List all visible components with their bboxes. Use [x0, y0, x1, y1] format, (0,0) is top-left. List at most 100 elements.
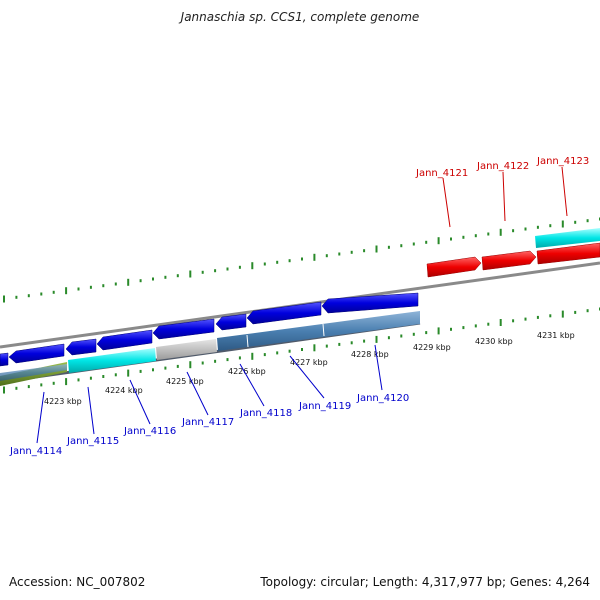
forward-gene-labels: Jann_4121 Jann_4122 Jann_4123 — [415, 156, 589, 228]
minor-tick — [363, 249, 366, 253]
minor-tick — [425, 331, 428, 335]
minor-tick — [301, 348, 303, 351]
minor-tick — [400, 244, 403, 248]
minor-tick — [89, 285, 92, 289]
feature-band-steel-1 — [0, 364, 67, 381]
minor-tick — [276, 260, 279, 264]
minor-tick — [152, 368, 154, 372]
minor-tick — [52, 381, 55, 385]
minor-tick — [474, 234, 477, 238]
leader-line — [289, 355, 325, 399]
major-tick — [499, 319, 502, 326]
gene-label-jann-4115[interactable]: Jann_4115 — [66, 436, 119, 447]
minor-tick — [462, 235, 465, 239]
minor-tick — [350, 250, 353, 254]
major-tick — [65, 287, 68, 295]
major-tick — [251, 352, 254, 360]
gene-arrow-jann-4122[interactable] — [481, 250, 537, 271]
gene-arrow-blue-7[interactable] — [246, 301, 322, 325]
minor-tick — [387, 245, 390, 249]
kbp-label: 4223 kbp — [44, 397, 82, 406]
minor-tick — [201, 270, 204, 274]
band-divider — [246, 334, 249, 348]
leader-line — [129, 379, 151, 425]
kbp-label: 4230 kbp — [475, 337, 513, 346]
minor-tick — [412, 332, 415, 336]
minor-tick — [301, 257, 303, 261]
gene-label-jann-4114[interactable]: Jann_4114 — [9, 446, 62, 457]
minor-tick — [425, 240, 428, 244]
leader-line — [239, 363, 265, 407]
minor-tick — [238, 265, 241, 269]
gene-label-jann-4119[interactable]: Jann_4119 — [298, 401, 351, 412]
minor-tick — [474, 324, 477, 328]
gene-arrow-blue-2[interactable] — [8, 343, 65, 364]
gene-arrow-blue-6[interactable] — [215, 313, 247, 331]
minor-tick — [536, 225, 539, 229]
major-tick — [127, 278, 130, 286]
minor-tick — [450, 237, 452, 241]
gene-label-jann-4116[interactable]: Jann_4116 — [123, 426, 176, 437]
minor-tick — [102, 375, 105, 378]
major-tick — [375, 335, 378, 343]
major-tick — [3, 295, 5, 303]
major-tick — [189, 361, 192, 369]
major-tick — [3, 386, 5, 394]
gene-arrow-blue-4[interactable] — [96, 329, 153, 351]
leader-line — [502, 171, 506, 222]
major-tick — [437, 237, 440, 245]
gene-arrow-blue-8[interactable] — [321, 292, 419, 314]
gene-label-jann-4121[interactable]: Jann_4121 — [415, 168, 468, 179]
minor-tick — [77, 287, 80, 291]
kbp-label: 4224 kbp — [105, 386, 143, 395]
gene-arrow-blue-1[interactable] — [0, 352, 9, 367]
minor-tick — [15, 386, 18, 390]
minor-tick — [263, 262, 266, 266]
major-tick — [499, 228, 502, 236]
minor-tick — [574, 220, 577, 224]
minor-tick — [176, 364, 179, 368]
feature-band-steel-2 — [217, 311, 420, 351]
minor-tick — [139, 279, 142, 283]
minor-tick — [450, 327, 452, 331]
gene-label-jann-4122[interactable]: Jann_4122 — [476, 161, 529, 172]
gene-label-jann-4123[interactable]: Jann_4123 — [536, 156, 589, 167]
gene-arrow-blue-3[interactable] — [65, 338, 97, 356]
major-tick — [251, 262, 254, 270]
minor-tick — [238, 356, 241, 360]
minor-tick — [52, 290, 55, 294]
minor-tick — [524, 227, 527, 231]
minor-tick — [288, 259, 291, 263]
band-divider — [322, 323, 325, 337]
minor-tick — [462, 326, 465, 330]
gene-arrow-blue-5[interactable] — [152, 318, 215, 340]
gene-label-jann-4117[interactable]: Jann_4117 — [181, 417, 234, 428]
gene-arrow-jann-4123[interactable] — [536, 242, 600, 265]
minor-tick — [549, 314, 552, 318]
kbp-label: 4229 kbp — [413, 343, 451, 352]
gene-label-jann-4120[interactable]: Jann_4120 — [356, 393, 409, 404]
leader-line — [87, 386, 95, 435]
minor-tick — [586, 219, 589, 223]
reverse-strand-tick-track — [3, 307, 600, 394]
feature-band-cyan — [68, 348, 156, 373]
minor-tick — [586, 309, 589, 313]
forward-gene-track — [426, 228, 600, 278]
minor-tick — [524, 317, 527, 321]
forward-strand-tick-track — [3, 217, 600, 303]
minor-tick — [263, 353, 266, 357]
major-tick — [437, 327, 440, 335]
minor-tick — [114, 282, 117, 286]
major-tick — [189, 270, 192, 278]
major-tick — [561, 310, 564, 318]
kbp-label: 4225 kbp — [166, 377, 204, 386]
minor-tick — [325, 344, 328, 348]
minor-tick — [487, 232, 490, 236]
gene-arrow-jann-4121[interactable] — [426, 256, 482, 278]
kbp-scale: 4223 kbp 4224 kbp 4225 kbp 4226 kbp 4227… — [44, 331, 575, 406]
major-tick — [127, 369, 130, 377]
gene-label-jann-4118[interactable]: Jann_4118 — [239, 408, 292, 419]
minor-tick — [114, 373, 117, 377]
major-tick — [313, 253, 316, 261]
